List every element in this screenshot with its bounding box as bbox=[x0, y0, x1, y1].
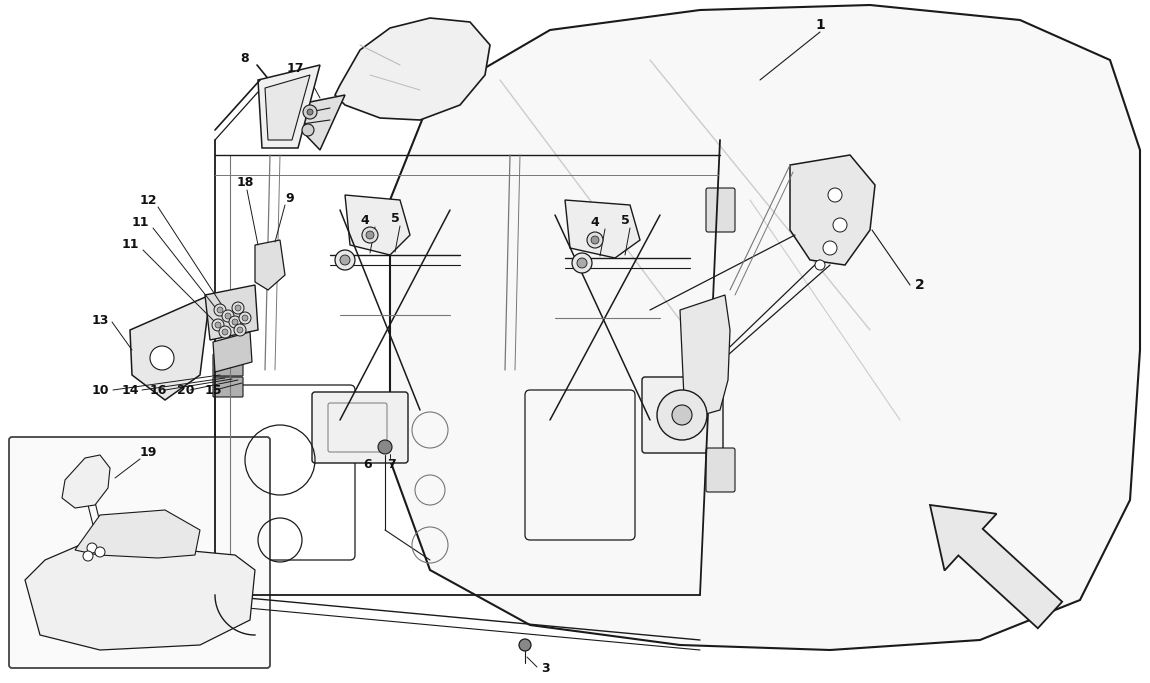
Text: 17: 17 bbox=[286, 61, 304, 74]
Circle shape bbox=[586, 232, 603, 248]
FancyBboxPatch shape bbox=[642, 377, 723, 453]
Circle shape bbox=[366, 231, 374, 239]
Text: 15: 15 bbox=[205, 383, 222, 397]
Circle shape bbox=[232, 319, 238, 325]
Polygon shape bbox=[264, 75, 310, 140]
Circle shape bbox=[833, 218, 848, 232]
Polygon shape bbox=[75, 510, 200, 558]
Circle shape bbox=[87, 543, 97, 553]
Text: 5: 5 bbox=[391, 212, 399, 225]
Polygon shape bbox=[62, 455, 110, 508]
Circle shape bbox=[222, 310, 233, 322]
Text: 10: 10 bbox=[91, 383, 109, 397]
Text: 19: 19 bbox=[139, 445, 156, 458]
Text: 9: 9 bbox=[285, 191, 294, 204]
Text: 2: 2 bbox=[915, 278, 925, 292]
Text: 18: 18 bbox=[236, 176, 254, 189]
Circle shape bbox=[217, 307, 223, 313]
Polygon shape bbox=[213, 332, 252, 372]
Text: 16: 16 bbox=[150, 383, 167, 397]
Circle shape bbox=[218, 326, 231, 338]
Circle shape bbox=[222, 329, 228, 335]
Text: 20: 20 bbox=[177, 383, 194, 397]
Polygon shape bbox=[390, 5, 1140, 650]
Circle shape bbox=[340, 255, 350, 265]
Text: 11: 11 bbox=[131, 216, 148, 229]
Circle shape bbox=[242, 315, 248, 321]
Polygon shape bbox=[335, 18, 490, 120]
Circle shape bbox=[335, 250, 355, 270]
Circle shape bbox=[232, 302, 244, 314]
Circle shape bbox=[378, 440, 392, 454]
Circle shape bbox=[83, 551, 93, 561]
Circle shape bbox=[214, 304, 227, 316]
Circle shape bbox=[591, 236, 599, 244]
Circle shape bbox=[95, 547, 105, 557]
Circle shape bbox=[828, 188, 842, 202]
Circle shape bbox=[362, 227, 378, 243]
Circle shape bbox=[212, 319, 224, 331]
Circle shape bbox=[237, 327, 243, 333]
FancyBboxPatch shape bbox=[312, 392, 408, 463]
Polygon shape bbox=[25, 545, 255, 650]
Circle shape bbox=[572, 253, 592, 273]
Polygon shape bbox=[279, 95, 345, 150]
Text: 1: 1 bbox=[815, 18, 825, 32]
Circle shape bbox=[215, 322, 221, 328]
Polygon shape bbox=[255, 240, 285, 290]
Polygon shape bbox=[130, 295, 210, 400]
Polygon shape bbox=[345, 195, 411, 255]
Circle shape bbox=[577, 258, 586, 268]
Circle shape bbox=[302, 124, 314, 136]
Text: 13: 13 bbox=[91, 313, 109, 326]
Circle shape bbox=[672, 405, 692, 425]
Polygon shape bbox=[565, 200, 641, 258]
Polygon shape bbox=[205, 285, 258, 340]
Circle shape bbox=[239, 312, 251, 324]
FancyBboxPatch shape bbox=[706, 188, 735, 232]
Circle shape bbox=[150, 346, 174, 370]
Text: 12: 12 bbox=[139, 193, 156, 206]
FancyBboxPatch shape bbox=[213, 354, 243, 376]
Circle shape bbox=[235, 305, 242, 311]
Circle shape bbox=[815, 260, 825, 270]
Text: 5: 5 bbox=[621, 214, 629, 227]
Polygon shape bbox=[680, 295, 730, 420]
Circle shape bbox=[307, 109, 313, 115]
FancyBboxPatch shape bbox=[706, 448, 735, 492]
Text: 11: 11 bbox=[121, 238, 139, 251]
Circle shape bbox=[519, 639, 531, 651]
Text: 4: 4 bbox=[591, 216, 599, 229]
Text: 14: 14 bbox=[121, 383, 139, 397]
Circle shape bbox=[225, 313, 231, 319]
Circle shape bbox=[229, 316, 242, 328]
Polygon shape bbox=[258, 65, 320, 148]
Text: 8: 8 bbox=[240, 51, 250, 64]
Polygon shape bbox=[930, 505, 1063, 628]
Circle shape bbox=[233, 324, 246, 336]
Text: 4: 4 bbox=[361, 214, 369, 227]
Text: 6: 6 bbox=[363, 458, 373, 471]
Text: 3: 3 bbox=[540, 662, 550, 675]
FancyBboxPatch shape bbox=[9, 437, 270, 668]
Circle shape bbox=[302, 105, 317, 119]
FancyBboxPatch shape bbox=[213, 377, 243, 397]
Polygon shape bbox=[790, 155, 875, 265]
Circle shape bbox=[823, 241, 837, 255]
Circle shape bbox=[657, 390, 707, 440]
Text: 7: 7 bbox=[388, 458, 397, 471]
